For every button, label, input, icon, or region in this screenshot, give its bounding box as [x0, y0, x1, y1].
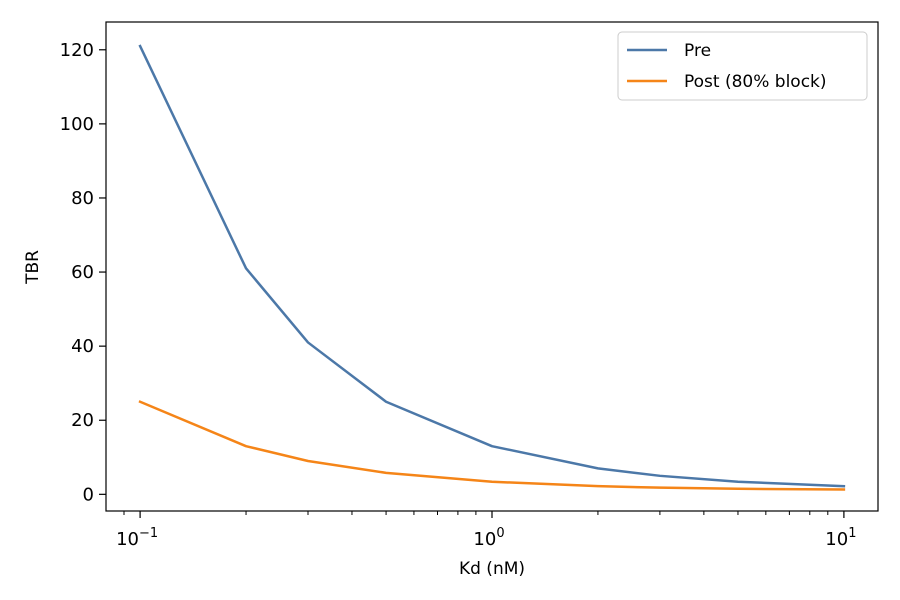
y-tick-label: 40: [71, 336, 94, 357]
x-tick-label: 100: [473, 526, 504, 550]
y-axis-ticks: 0 20 40 60 80 100 120: [60, 40, 106, 505]
legend-label-post: Post (80% block): [684, 72, 827, 92]
y-tick-label: 80: [71, 188, 94, 209]
series-line-post: [138, 400, 846, 491]
y-tick-label: 20: [71, 410, 94, 431]
y-tick-label: 120: [60, 40, 94, 61]
y-tick-label: 100: [60, 114, 94, 135]
x-tick-label: 101: [825, 526, 856, 550]
y-tick-label: 0: [83, 484, 94, 505]
series-line-pre: [138, 44, 846, 488]
x-axis-label: Kd (nM): [459, 559, 525, 579]
y-tick-label: 60: [71, 262, 94, 283]
plot-lines: [138, 44, 846, 491]
legend-label-pre: Pre: [684, 41, 711, 61]
x-tick-label: 10−1: [116, 526, 158, 550]
legend-box: [617, 31, 868, 101]
x-axis-ticks: 10−1 100 101: [116, 511, 856, 550]
legend: Pre Post (80% block): [617, 31, 868, 101]
y-axis-label: TBR: [23, 250, 43, 285]
